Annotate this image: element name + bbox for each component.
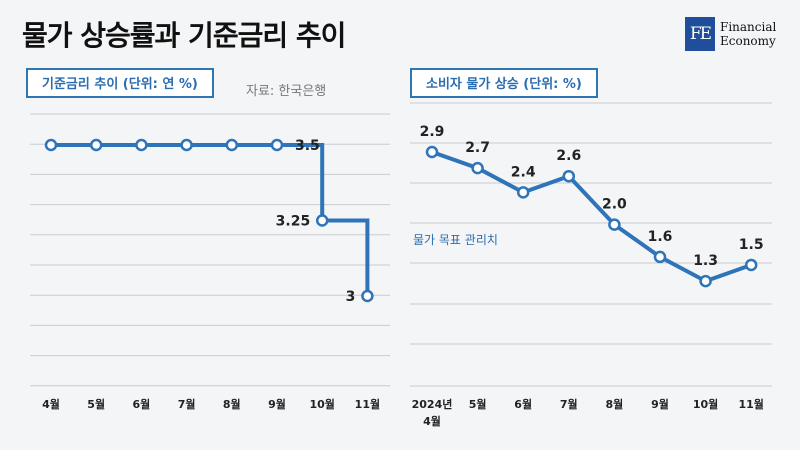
cpi-x-tick-label: 9월 xyxy=(651,397,669,411)
rate-x-tick-label: 10월 xyxy=(309,397,334,411)
cpi-data-label: 2.4 xyxy=(511,164,536,180)
rate-data-label: 3.25 xyxy=(276,214,311,230)
rate-x-tick-label: 5월 xyxy=(87,397,105,411)
rate-x-tick-label: 11월 xyxy=(355,397,380,411)
cpi-point xyxy=(699,274,712,288)
cpi-point xyxy=(516,186,530,199)
cpi-point xyxy=(425,145,439,159)
cpi-x-tick-label: 11월 xyxy=(738,397,763,411)
cpi-x-tick-label: 5월 xyxy=(469,397,487,411)
rate-x-tick-label: 6월 xyxy=(133,397,151,411)
cpi-data-label: 2.0 xyxy=(602,197,627,213)
rate-chart-source: 자료: 한국은행 xyxy=(246,84,327,99)
rate-point xyxy=(361,289,374,303)
rate-point xyxy=(44,138,58,152)
cpi-x-tick-label: 10월 xyxy=(693,397,718,411)
rate-x-tick-label: 4월 xyxy=(42,397,60,411)
cpi-chart-title: 소비자 물가 상승 (단위: %) xyxy=(410,68,598,98)
cpi-data-label: 2.6 xyxy=(556,148,581,164)
cpi-x-tick-label: 7월 xyxy=(560,397,578,411)
cpi-data-label: 1.3 xyxy=(693,253,718,269)
cpi-point xyxy=(744,258,758,272)
rate-point xyxy=(315,214,329,227)
brand-logo: FE Financial Economy xyxy=(685,17,776,51)
cpi-target-annotation: 물가 목표 관리치 xyxy=(413,233,498,247)
rate-x-tick-label: 7월 xyxy=(178,397,196,411)
page-title: 물가 상승률과 기준금리 추이 xyxy=(22,19,346,52)
rate-point xyxy=(135,138,148,152)
cpi-point xyxy=(471,161,484,175)
rate-chart-title: 기준금리 추이 (단위: 연 %) xyxy=(26,68,214,98)
logo-line-2: Economy xyxy=(720,34,776,48)
cpi-x-tick-label: 2024년 xyxy=(412,397,453,411)
cpi-x-tick-label: 4월 xyxy=(423,414,441,428)
cpi-x-tick-label: 6월 xyxy=(514,397,532,411)
logo-text: Financial Economy xyxy=(720,20,776,48)
cpi-data-label: 2.9 xyxy=(420,124,445,140)
cpi-point xyxy=(608,218,621,231)
cpi-series-line xyxy=(431,150,752,284)
cpi-x-tick-label: 8월 xyxy=(606,397,624,411)
cpi-data-label: 2.7 xyxy=(465,140,490,156)
cpi-data-label: 1.6 xyxy=(648,229,673,245)
rate-point xyxy=(89,138,103,152)
fe-logo-icon: FE xyxy=(685,17,715,51)
logo-line-1: Financial xyxy=(720,20,777,34)
rate-point xyxy=(180,138,193,152)
rate-series-line xyxy=(51,143,370,296)
rate-x-tick-label: 9월 xyxy=(268,397,286,411)
rate-data-label: 3 xyxy=(346,289,356,305)
rate-x-tick-label: 8월 xyxy=(223,397,241,411)
cpi-point xyxy=(653,250,667,264)
rate-point xyxy=(225,138,239,152)
cpi-data-label: 1.5 xyxy=(739,237,764,253)
cpi-point xyxy=(562,169,576,183)
rate-point xyxy=(270,138,284,152)
rate-data-label: 3.5 xyxy=(295,138,320,154)
